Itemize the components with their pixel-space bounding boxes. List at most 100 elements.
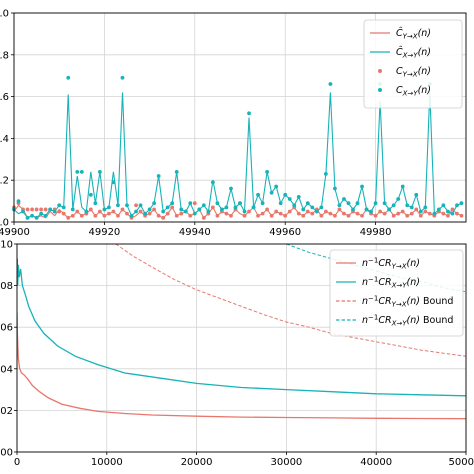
bottom-legend-label-2: n−1CRY→X(n) Bound (362, 295, 453, 309)
top-point-s3-79 (369, 209, 373, 214)
top-point-s3-99 (459, 201, 464, 206)
top-ytick-label-4: 0.8 (0, 50, 9, 61)
top-point-s3-40 (192, 211, 197, 216)
top-point-s2-40 (192, 201, 197, 206)
top-point-s3-45 (215, 201, 220, 206)
top-point-s2-37 (179, 211, 184, 216)
top-point-s2-31 (152, 207, 157, 212)
top-axes-frame (13, 12, 467, 223)
top-point-s3-69 (323, 172, 328, 176)
top-point-s3-59 (278, 201, 283, 206)
bottom-xtick-label-5: 5000 (449, 457, 474, 468)
top-point-s2-95 (441, 211, 446, 216)
top-point-s2-45 (215, 213, 220, 218)
top-point-s2-72 (337, 207, 342, 212)
top-point-s2-7 (43, 207, 48, 212)
top-point-s3-56 (265, 169, 270, 174)
top-point-s2-77 (360, 213, 364, 218)
top-point-s3-61 (287, 197, 292, 201)
top-point-s3-17 (88, 192, 93, 197)
top-point-s3-54 (256, 192, 260, 197)
top-point-s3-18 (93, 201, 98, 206)
top-point-s2-87 (405, 213, 410, 218)
top-point-s2-54 (256, 213, 260, 218)
top-point-s3-52 (247, 111, 251, 116)
top-point-s2-22 (111, 209, 116, 214)
top-point-s3-5 (34, 215, 39, 220)
top-point-s2-34 (165, 211, 170, 216)
top-point-s2-4 (30, 207, 34, 212)
top-point-s2-60 (283, 213, 288, 218)
top-point-s3-93 (432, 211, 437, 216)
top-point-s3-21 (107, 205, 111, 210)
top-point-s2-48 (229, 213, 233, 218)
top-point-s3-8 (48, 207, 53, 212)
top-point-s2-64 (301, 213, 306, 218)
top-point-s2-28 (138, 209, 143, 214)
top-point-s2-98 (455, 211, 459, 216)
top-point-s3-29 (143, 211, 147, 216)
top-ytick-label-0: 0.0 (0, 218, 9, 229)
top-point-s3-14 (75, 169, 80, 174)
top-point-s3-72 (337, 203, 342, 208)
top-point-s2-92 (427, 211, 432, 216)
top-point-s3-34 (165, 205, 170, 210)
top-point-s2-3 (25, 207, 30, 212)
top-point-s3-68 (319, 205, 324, 210)
top-point-s3-20 (102, 207, 107, 212)
top-point-s3-98 (455, 203, 459, 208)
top-point-s3-89 (414, 192, 419, 197)
top-point-s2-74 (346, 213, 351, 218)
top-point-s2-80 (373, 213, 378, 218)
top-point-s3-23 (116, 203, 120, 208)
top-point-s2-6 (39, 207, 44, 212)
top-point-s2-86 (400, 209, 405, 214)
top-point-s3-9 (52, 209, 57, 214)
top-series-line-1 (13, 92, 462, 219)
bottom-panel: 0 10000 20000 30000 40000 5000 .00 .02 .04 .06 .08… (0, 240, 474, 469)
top-point-s3-53 (251, 205, 256, 210)
top-point-s3-55 (260, 201, 265, 206)
top-point-s2-58 (274, 209, 279, 214)
top-ytick-label-1: 0.2 (0, 176, 9, 187)
top-point-s3-94 (436, 207, 441, 212)
top-point-s3-15 (79, 169, 84, 174)
top-point-s2-11 (61, 211, 66, 216)
top-point-s3-19 (97, 169, 102, 174)
top-point-s3-44 (210, 180, 215, 185)
top-point-s2-76 (355, 211, 360, 216)
top-point-s2-15 (79, 213, 84, 218)
top-point-s3-57 (269, 190, 274, 195)
bottom-ytick-label-4: .08 (0, 281, 13, 292)
top-point-s2-19 (97, 209, 102, 214)
top-point-s2-91 (423, 209, 428, 214)
top-point-s2-63 (296, 211, 301, 216)
top-point-s3-36 (174, 169, 179, 174)
top-xtick-label-1: 49920 (88, 227, 120, 238)
top-point-s3-91 (423, 205, 428, 210)
top-point-s3-25 (125, 203, 129, 208)
bottom-xtick-label-3: 30000 (270, 457, 302, 468)
bottom-legend-label-1: n−1CRX→Y(n) (362, 276, 420, 290)
top-point-s2-96 (446, 213, 450, 218)
bottom-xtick-label-2: 20000 (181, 457, 213, 468)
top-point-s3-35 (170, 201, 175, 206)
top-legend-swatch-3 (378, 88, 382, 92)
top-point-s3-65 (305, 201, 310, 206)
bottom-legend-label-0: n−1CRY→X(n) (362, 257, 420, 271)
top-point-s2-56 (265, 207, 270, 212)
top-point-s2-55 (260, 211, 265, 216)
top-point-s3-78 (364, 207, 369, 212)
bottom-legend-label-3: n−1CRX→Y(n) Bound (362, 314, 453, 328)
top-xtick-label-4: 49980 (360, 227, 392, 238)
top-point-s3-2 (21, 209, 25, 214)
top-point-s3-1 (16, 199, 21, 204)
top-point-s3-10 (57, 203, 62, 208)
top-ytick-label-3: 0.6 (0, 92, 9, 103)
top-point-s2-71 (333, 213, 337, 218)
top-point-s3-12 (66, 75, 71, 80)
top-point-s3-73 (342, 197, 346, 201)
bottom-ytick-label-1: .02 (0, 406, 13, 417)
top-point-s2-21 (107, 211, 111, 216)
top-point-s2-85 (396, 211, 401, 216)
